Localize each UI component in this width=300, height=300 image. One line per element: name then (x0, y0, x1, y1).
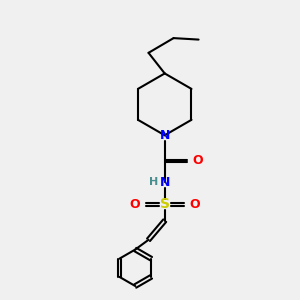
Text: O: O (130, 198, 140, 211)
Text: H: H (149, 177, 158, 188)
Text: N: N (160, 176, 170, 189)
Text: O: O (189, 198, 200, 211)
Text: S: S (160, 197, 170, 212)
Text: N: N (160, 129, 170, 142)
Text: O: O (192, 154, 203, 167)
